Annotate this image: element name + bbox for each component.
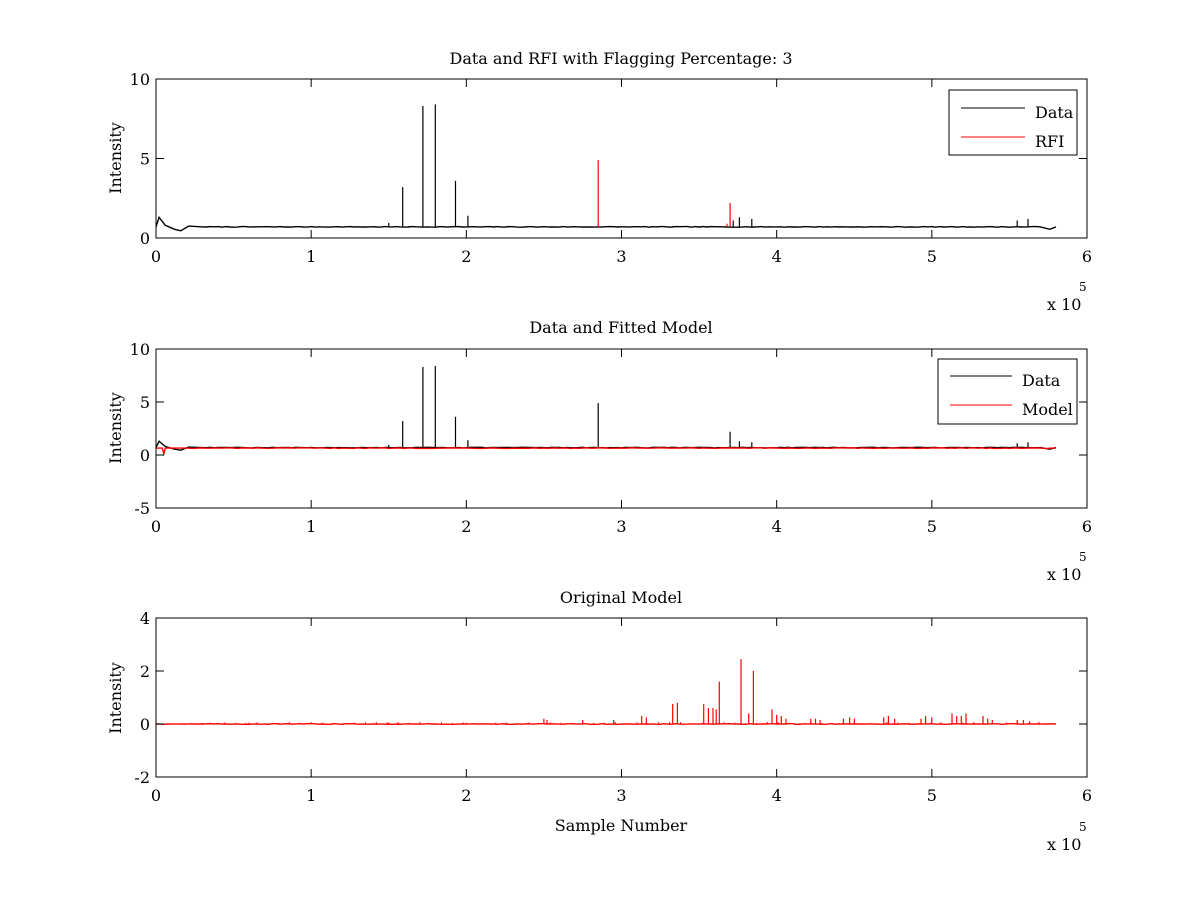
y-axis-label: Intensity [106,122,125,194]
x-exponent-base: x 10 [1047,295,1081,314]
y-axis-label: Intensity [106,662,125,734]
x-tick-label: 6 [1082,517,1092,536]
x-exponent-power: 5 [1079,820,1087,834]
y-tick-label: 0 [140,229,150,248]
y-tick-label: 4 [140,609,150,628]
x-tick-label: 4 [772,247,782,266]
x-tick-label: 1 [306,786,316,805]
legend: Data Model [937,358,1078,425]
legend-box [937,358,1078,425]
x-tick-label: 0 [151,247,161,266]
y-tick-label: 5 [140,393,150,412]
series-line [155,722,1057,726]
series-model [155,659,1057,726]
x-tick-label: 0 [151,786,161,805]
x-tick-label: 1 [306,247,316,266]
x-exponent-base: x 10 [1047,835,1081,854]
subplot-original-model: Original Model Intensity Sample Number x… [106,588,1092,854]
y-tick-label: 0 [140,715,150,734]
y-tick-label: -2 [134,768,150,787]
x-tick-label: 2 [461,517,471,536]
x-tick-label: 6 [1082,786,1092,805]
x-tick-label: 0 [151,517,161,536]
y-tick-label: 10 [130,340,150,359]
x-tick-label: 3 [616,517,626,536]
x-tick-label: 4 [772,786,782,805]
series-model [156,447,1056,457]
y-tick-label: 10 [130,70,150,89]
legend-label-data: Data [1035,103,1074,122]
y-tick-label: 0 [140,446,150,465]
x-tick-label: 4 [772,517,782,536]
x-tick-label: 3 [616,786,626,805]
x-tick-label: 2 [461,786,471,805]
x-tick-label: 6 [1082,247,1092,266]
y-tick-label: -5 [134,499,150,518]
series-line [156,447,1056,457]
y-tick-label: 2 [140,662,150,681]
subplot-title: Data and Fitted Model [529,318,712,337]
subplot-rfi: Data and RFI with Flagging Percentage: 3… [106,49,1092,314]
x-axis-label: Sample Number [555,816,688,835]
legend: Data RFI [948,89,1078,156]
legend-label-rfi: RFI [1035,132,1064,151]
x-exponent-power: 5 [1079,280,1087,294]
y-tick-label: 5 [140,150,150,169]
plot-area [155,659,1057,726]
x-tick-label: 5 [927,517,937,536]
x-exponent-base: x 10 [1047,565,1081,584]
series-line [155,215,1057,232]
legend-label-data: Data [1022,371,1061,390]
series-rfi [597,160,731,227]
x-tick-label: 5 [927,247,937,266]
subplot-title: Data and RFI with Flagging Percentage: 3 [449,49,792,68]
x-tick-label: 3 [616,247,626,266]
x-exponent-power: 5 [1079,550,1087,564]
subplot-fitted-model: Data and Fitted Model Intensity x 10 5 0… [106,318,1092,584]
subplot-title: Original Model [560,588,682,607]
plot-area [155,366,1057,457]
plot-area [155,104,1057,232]
series-data [155,104,1057,232]
x-tick-label: 2 [461,247,471,266]
x-tick-label: 5 [927,786,937,805]
y-axis-label: Intensity [106,392,125,464]
x-tick-label: 1 [306,517,316,536]
legend-label-model: Model [1022,400,1073,419]
legend-box [948,89,1078,156]
